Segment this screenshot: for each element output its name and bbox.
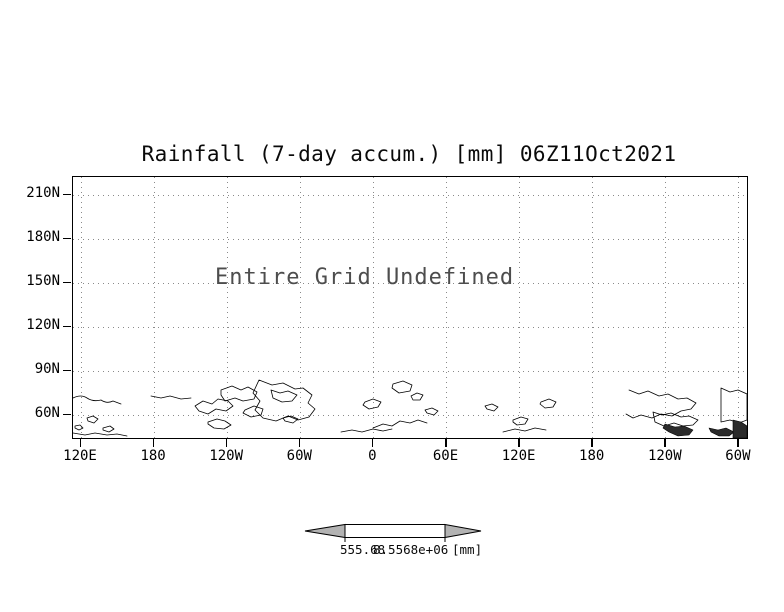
gridline-horizontal bbox=[73, 326, 747, 328]
colorbar-right-arrow bbox=[444, 523, 482, 539]
gridline-vertical bbox=[738, 177, 740, 438]
y-axis-tick bbox=[62, 325, 71, 327]
x-axis-tick-label: 120W bbox=[209, 448, 244, 464]
x-axis-tick-label: 180 bbox=[140, 448, 166, 464]
colorbar-max-label: 8.5568e+06 bbox=[373, 542, 449, 557]
y-axis-tick bbox=[62, 237, 71, 239]
y-axis-tick-label: 90N bbox=[34, 361, 60, 377]
y-axis-tick-label: 150N bbox=[26, 273, 60, 289]
x-axis-tick bbox=[591, 438, 593, 447]
y-axis-tick-label: 60N bbox=[34, 405, 60, 421]
x-axis-tick bbox=[371, 438, 374, 447]
y-axis-tick bbox=[62, 369, 71, 371]
y-axis-tick bbox=[62, 413, 71, 415]
page-title: Rainfall (7-day accum.) [mm] 06Z11Oct202… bbox=[141, 142, 677, 166]
x-axis-tick bbox=[664, 438, 666, 447]
gridline-vertical bbox=[519, 177, 521, 438]
x-axis-tick-label: 120E bbox=[63, 448, 97, 464]
x-axis-tick-label: 0 bbox=[368, 448, 377, 464]
y-axis-tick-label: 180N bbox=[26, 229, 60, 245]
gridline-horizontal bbox=[73, 414, 747, 416]
x-axis-tick bbox=[737, 438, 739, 447]
colorbar-units-label: [mm] bbox=[452, 542, 483, 557]
gridline-horizontal bbox=[73, 370, 747, 372]
y-axis-tick bbox=[62, 193, 71, 195]
x-axis-tick bbox=[152, 438, 155, 447]
gridline-vertical bbox=[226, 177, 228, 438]
gridline-vertical bbox=[446, 177, 447, 438]
x-axis-tick bbox=[518, 438, 520, 447]
x-axis-tick-label: 120E bbox=[501, 448, 536, 464]
gridline-vertical bbox=[80, 177, 82, 438]
undefined-grid-annotation: Entire Grid Undefined bbox=[215, 265, 515, 290]
colorbar-min-label: 555.68 bbox=[340, 542, 386, 557]
gridline-vertical bbox=[592, 177, 594, 438]
x-axis-tick bbox=[298, 438, 301, 447]
coastline-map bbox=[73, 379, 747, 438]
y-axis-tick-label: 210N bbox=[26, 185, 60, 201]
x-axis-tick bbox=[79, 438, 81, 447]
y-axis-tick bbox=[62, 281, 71, 283]
y-axis-tick-label: 120N bbox=[26, 317, 60, 333]
colorbar-left-arrow bbox=[304, 523, 346, 539]
x-axis-tick-label: 120W bbox=[647, 448, 682, 464]
plot-area: Entire Grid Undefined bbox=[72, 176, 748, 439]
gridline-horizontal bbox=[73, 282, 747, 284]
colorbar bbox=[304, 523, 482, 542]
x-axis-tick-label: 60E bbox=[432, 448, 459, 464]
x-axis-tick-label: 60W bbox=[725, 448, 751, 464]
x-axis-tick bbox=[225, 438, 228, 447]
gridline-vertical bbox=[299, 177, 301, 438]
x-axis-tick-label: 60W bbox=[286, 448, 312, 464]
gridline-vertical bbox=[372, 177, 374, 438]
gridline-horizontal bbox=[73, 238, 747, 240]
colorbar-cell bbox=[344, 524, 446, 538]
x-axis-tick-label: 180 bbox=[579, 448, 605, 464]
gridline-vertical bbox=[153, 177, 155, 438]
gridline-vertical bbox=[665, 177, 667, 438]
gridline-horizontal bbox=[73, 194, 747, 196]
x-axis-tick bbox=[445, 438, 447, 447]
